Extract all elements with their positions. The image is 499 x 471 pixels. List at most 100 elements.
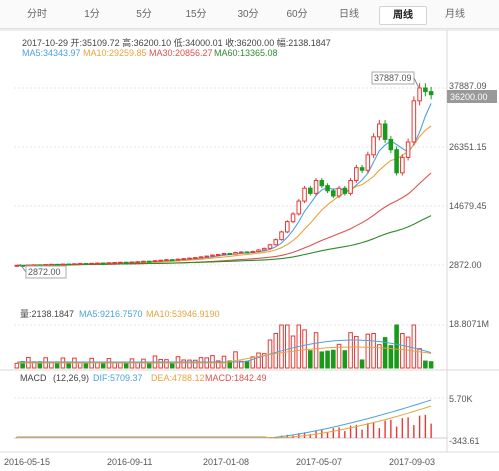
macd-bar — [298, 433, 300, 438]
volume-bar — [336, 343, 342, 369]
macd-bar — [355, 424, 358, 438]
candle-body — [411, 100, 417, 143]
candle-body — [169, 259, 175, 262]
candle-body — [261, 247, 267, 251]
candle-body — [164, 259, 169, 262]
macd-bar — [361, 429, 363, 438]
volume-bar — [158, 359, 163, 369]
volume-bar — [233, 351, 238, 369]
candle-body — [158, 259, 163, 262]
candle-body — [256, 249, 261, 252]
macd-dea: DEA:4788.12 — [151, 373, 205, 383]
ma5-label: MA5:34343.97 — [22, 48, 81, 58]
candle-body — [60, 263, 66, 266]
candle-body — [308, 187, 313, 194]
tab-60min[interactable]: 60分 — [286, 9, 308, 20]
macd-bar — [395, 426, 398, 438]
tab-timeshare[interactable]: 分时 — [27, 9, 47, 20]
volume-ma5: MA5:9216.7570 — [79, 309, 143, 319]
tab-5min[interactable]: 5分 — [136, 9, 152, 20]
candle-body — [279, 231, 284, 241]
volume-bar — [227, 360, 233, 369]
candle-body — [49, 263, 54, 266]
ohlc-info: 2017-10-29 开:35109.72 高:36200.10 低:34000… — [22, 38, 331, 48]
volume-bar — [192, 359, 198, 369]
candle-body — [336, 187, 342, 197]
macd-bar — [407, 417, 409, 438]
volume-bar — [313, 332, 319, 369]
macd-dif: DIF:5709.37 — [93, 373, 143, 383]
candle-body — [238, 251, 244, 254]
candle-body — [388, 138, 394, 151]
candle-body — [342, 187, 348, 194]
tab-15min[interactable]: 15分 — [185, 9, 207, 20]
macd-bar — [332, 428, 335, 438]
macd-bar — [344, 431, 346, 438]
volume-bar — [141, 358, 146, 369]
ma5-line — [16, 103, 432, 267]
period-tabs: 分时 1分 5分 15分 30分 60分 日线 周线 月线 — [0, 0, 499, 29]
date-label: 2017-01-08 — [203, 457, 249, 467]
candle-body — [175, 258, 181, 261]
candle-body — [285, 221, 290, 233]
volume-bar — [428, 361, 434, 369]
tab-1min[interactable]: 1分 — [84, 9, 100, 20]
volume-bar — [244, 360, 250, 369]
volume-bar — [261, 353, 267, 369]
volume-ma5-line — [16, 339, 432, 363]
date-label: 2016-05-15 — [4, 457, 50, 467]
macd-bar — [418, 415, 421, 438]
macd-bar — [430, 423, 432, 438]
volume-bar — [250, 356, 256, 369]
volume-axis-max: 18.8071M — [449, 319, 489, 329]
candle-body — [204, 255, 210, 258]
tab-daily[interactable]: 日线 — [339, 9, 359, 20]
candle-body — [331, 190, 336, 197]
grid — [0, 29, 499, 453]
volume-bar — [256, 352, 261, 369]
tab-weekly[interactable]: 周线 — [379, 6, 427, 25]
candle-body — [141, 260, 146, 263]
price-axis-label: 26351.15 — [449, 142, 487, 152]
macd-axis-bottom: -343.61 — [449, 436, 480, 446]
macd-value: MACD:1842.49 — [205, 373, 267, 383]
tab-monthly[interactable]: 月线 — [445, 9, 465, 20]
volume-bar — [359, 359, 365, 369]
candle-body — [417, 87, 422, 102]
volume-bar — [388, 345, 394, 369]
candle-body — [221, 253, 227, 256]
high-callout-line — [413, 77, 420, 89]
candle-body — [146, 260, 152, 263]
volume-bar — [382, 337, 388, 369]
volume-bar — [290, 335, 296, 369]
candle-body — [302, 187, 307, 202]
macd-bar — [424, 414, 427, 438]
volume-bar — [411, 324, 417, 369]
price-axis-label: 37887.09 — [449, 81, 487, 91]
volume-bar — [331, 349, 336, 369]
candle-body — [423, 87, 428, 93]
candle-body — [106, 262, 112, 265]
current-price-value: 36200.00 — [450, 92, 488, 102]
volume-ma10: MA10:53946.9190 — [146, 309, 220, 319]
candle-body — [348, 180, 353, 194]
tab-30min[interactable]: 30分 — [237, 9, 259, 20]
candle-body — [354, 167, 359, 182]
candle-body — [210, 254, 215, 257]
candle-body — [198, 256, 204, 259]
macd-title: MACD — [20, 373, 47, 383]
volume-bar — [302, 329, 307, 369]
candle-body — [233, 251, 238, 255]
high-callout: 37887.09 — [374, 73, 412, 83]
ma30-label: MA30:20856.27 — [149, 48, 213, 58]
volume-info: 量:2138.1847 — [20, 309, 74, 319]
candle-body — [66, 263, 71, 266]
volume-bar — [169, 362, 175, 369]
macd-bar — [16, 437, 18, 438]
candle-body — [118, 261, 123, 264]
candle-body — [400, 156, 405, 174]
candle-body — [359, 167, 365, 171]
candle-body — [43, 264, 48, 267]
volume-bar — [285, 324, 290, 369]
